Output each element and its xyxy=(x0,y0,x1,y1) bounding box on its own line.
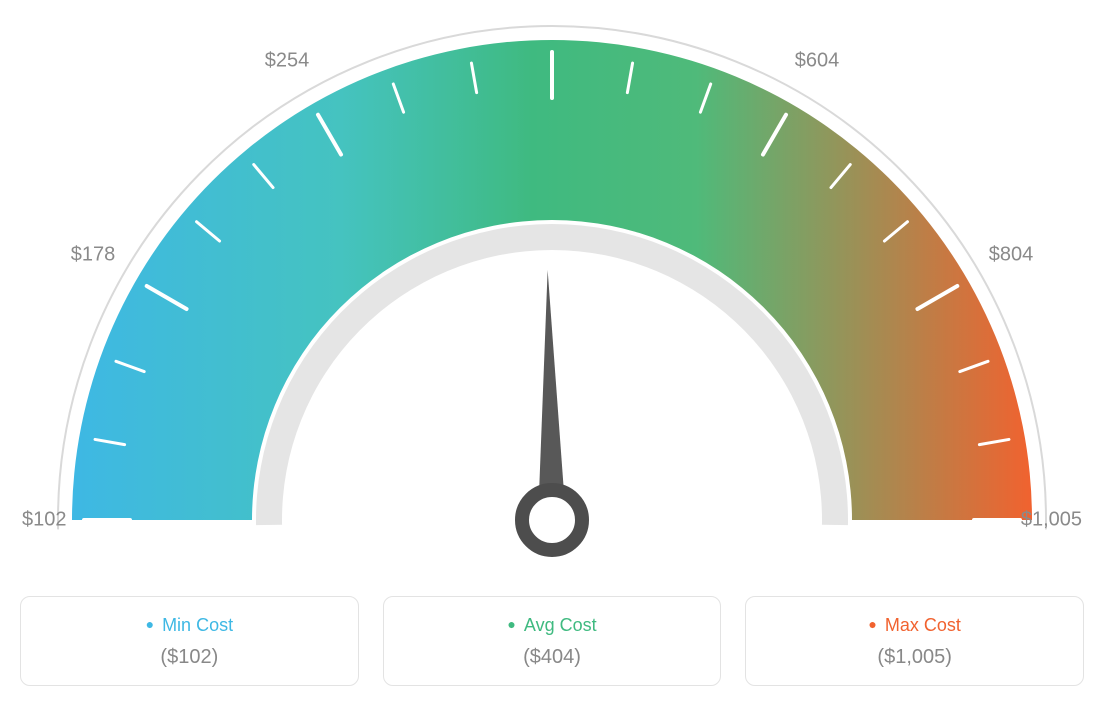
gauge-tick-label: $254 xyxy=(265,50,310,73)
gauge-tick-label: $804 xyxy=(989,244,1034,267)
legend-max-card: Max Cost ($1,005) xyxy=(745,596,1084,686)
legend-max-value: ($1,005) xyxy=(756,646,1073,669)
legend-min-value: ($102) xyxy=(31,646,348,669)
legend-avg-title: Avg Cost xyxy=(394,615,711,636)
legend-row: Min Cost ($102) Avg Cost ($404) Max Cost… xyxy=(20,596,1084,686)
gauge-svg xyxy=(20,20,1084,580)
gauge-tick-label: $604 xyxy=(795,50,840,73)
legend-min-card: Min Cost ($102) xyxy=(20,596,359,686)
gauge-chart: $102$178$254$404$604$804$1,005 xyxy=(20,20,1084,580)
gauge-tick-label: $1,005 xyxy=(1021,509,1082,532)
gauge-tick-label: $102 xyxy=(22,509,67,532)
cost-gauge-container: $102$178$254$404$604$804$1,005 Min Cost … xyxy=(20,20,1084,686)
legend-avg-card: Avg Cost ($404) xyxy=(383,596,722,686)
legend-max-title: Max Cost xyxy=(756,615,1073,636)
legend-avg-value: ($404) xyxy=(394,646,711,669)
gauge-tick-label: $178 xyxy=(71,244,116,267)
legend-min-title: Min Cost xyxy=(31,615,348,636)
